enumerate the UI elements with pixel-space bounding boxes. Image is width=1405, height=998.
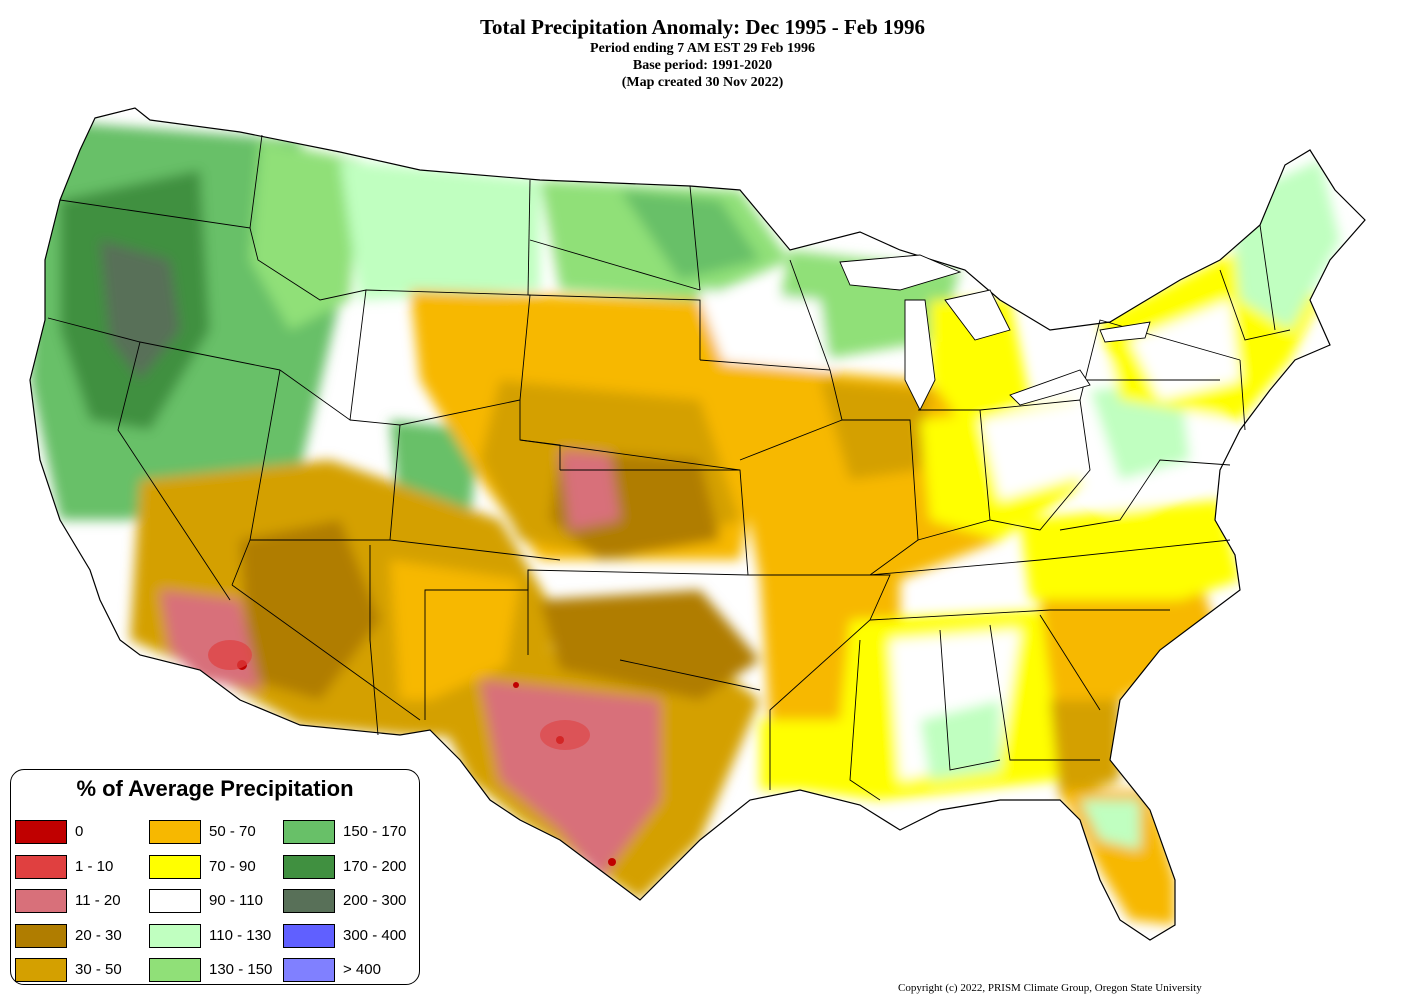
legend-swatch [283,855,335,879]
map-subtitle-base: Base period: 1991-2020 [632,58,773,73]
legend-swatch [15,958,67,982]
legend-label: 110 - 130 [209,927,272,944]
legend-swatch [283,924,335,948]
legend-label: 0 [75,823,84,840]
legend-swatch [149,889,201,913]
map-title: Total Precipitation Anomaly: Dec 1995 - … [479,15,926,39]
copyright-notice: Copyright (c) 2022, PRISM Climate Group,… [898,982,1202,994]
legend-label: 130 - 150 [209,961,273,978]
legend: % of Average Precipitation 0 1 - 10 11 -… [10,769,420,985]
legend-label: 50 - 70 [209,823,256,840]
legend-label: 150 - 170 [343,823,407,840]
legend-swatch [15,924,67,948]
legend-swatch [15,855,67,879]
legend-label: 300 - 400 [343,927,407,944]
legend-swatch [283,889,335,913]
legend-swatch [149,924,201,948]
legend-label: 170 - 200 [343,858,407,875]
legend-title: % of Average Precipitation [76,776,354,801]
legend-label: 90 - 110 [209,892,263,909]
state-boundaries [47,134,1291,801]
legend-label: 1 - 10 [75,858,114,875]
legend-swatch [15,889,67,913]
legend-swatch [149,855,201,879]
legend-swatch [283,820,335,844]
legend-label: 30 - 50 [75,961,122,978]
conus-outline [29,107,1366,941]
map-subtitle-created: (Map created 30 Nov 2022) [621,75,784,90]
legend-label: 200 - 300 [343,892,407,909]
legend-swatch [283,958,335,982]
legend-label: 20 - 30 [75,927,122,944]
legend-label: 11 - 20 [75,892,121,909]
map-subtitle-period: Period ending 7 AM EST 29 Feb 1996 [590,41,815,56]
title-block: Total Precipitation Anomaly: Dec 1995 - … [0,14,1405,91]
legend-swatch [149,958,201,982]
great-lakes [839,254,1151,412]
legend-label: 70 - 90 [209,858,256,875]
legend-swatch [15,820,67,844]
legend-swatch [149,820,201,844]
legend-label: > 400 [343,961,381,978]
